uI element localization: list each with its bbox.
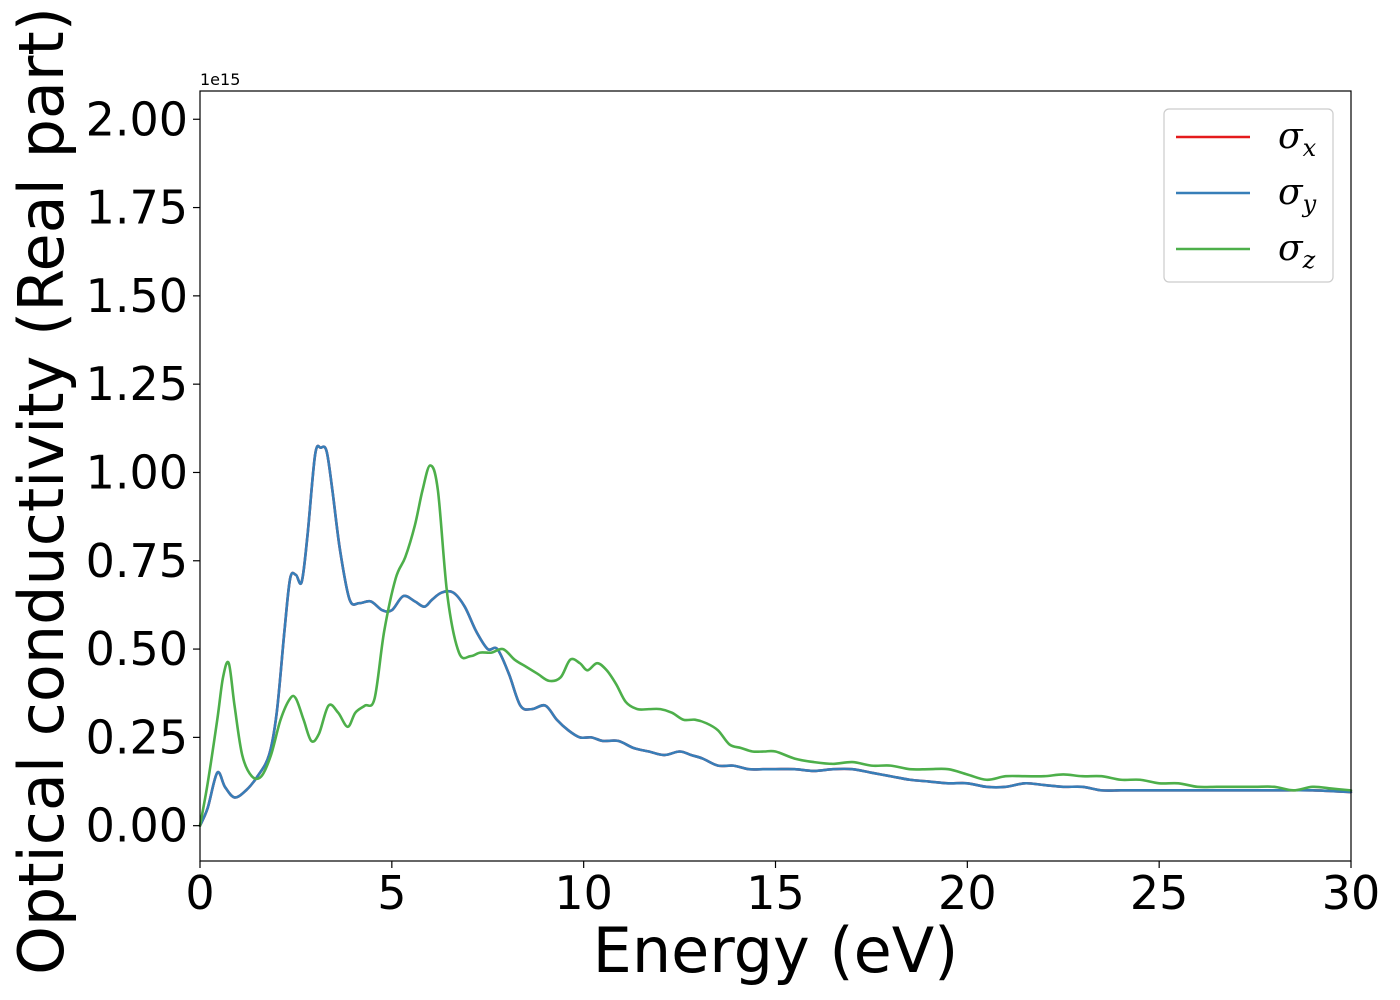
- x-tick-label: 20: [938, 866, 997, 920]
- x-axis-title: Energy (eV): [593, 914, 959, 987]
- legend-label-subscript: y: [1302, 190, 1317, 218]
- legend-label-symbol: σ: [1278, 228, 1304, 269]
- legend-label-subscript: x: [1303, 134, 1317, 162]
- legend-label-symbol: σ: [1278, 116, 1304, 157]
- y-tick-label: 0.25: [86, 710, 188, 764]
- y-tick-label: 1.00: [86, 445, 188, 499]
- y-tick-label: 1.75: [86, 181, 188, 235]
- legend-frame: [1163, 108, 1334, 283]
- y-tick-label: 2.00: [86, 92, 188, 146]
- x-tick-label: 25: [1130, 866, 1189, 920]
- x-axis-ticks: 0 5 10 15 20 25 30: [185, 861, 1380, 920]
- y-tick-label: 1.50: [86, 269, 188, 323]
- legend-label-subscript: z: [1302, 246, 1316, 274]
- series-line-sigma-y: [198, 444, 1353, 827]
- x-tick-label: 15: [746, 866, 805, 920]
- x-tick-label: 10: [554, 866, 613, 920]
- legend-label-sigma-y: σy: [1278, 172, 1317, 218]
- y-axis-title: Optical conductivity (Real part): [5, 7, 78, 975]
- y-tick-label: 1.25: [86, 357, 188, 411]
- x-tick-label: 5: [377, 866, 406, 920]
- y-tick-label: 0.75: [86, 534, 188, 588]
- y-tick-label: 0.00: [86, 799, 188, 853]
- plot-lines: [198, 444, 1353, 827]
- legend-label-sigma-z: σz: [1278, 228, 1316, 274]
- x-tick-label: 0: [185, 866, 214, 920]
- y-tick-label: 0.50: [86, 622, 188, 676]
- y-axis-ticks: 0.00 0.25 0.50 0.75 1.00 1.25 1.50 1.75 2.00: [86, 92, 200, 853]
- y-axis-offset-label: 1e15: [200, 70, 240, 89]
- series-line-sigma-z: [198, 464, 1353, 827]
- legend-label-symbol: σ: [1278, 172, 1304, 213]
- x-tick-label: 30: [1322, 866, 1381, 920]
- legend-label-sigma-x: σx: [1278, 116, 1317, 162]
